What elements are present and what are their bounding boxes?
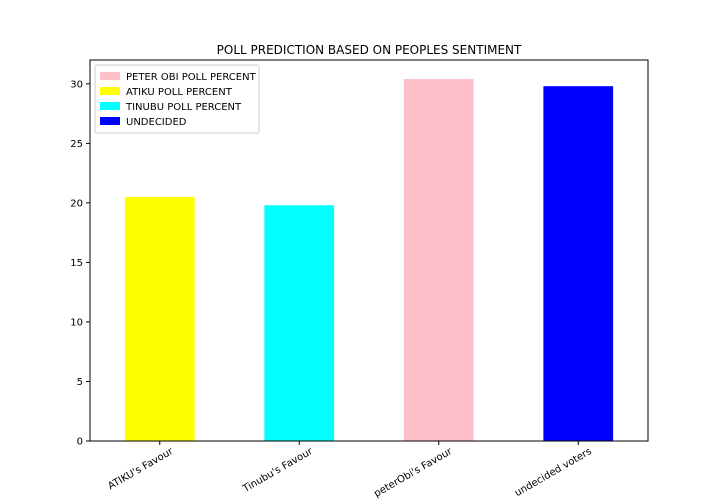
x-tick-label: ATIKU's Favour (106, 446, 176, 493)
legend-label: UNDECIDED (126, 117, 187, 128)
y-tick-label: 0 (77, 437, 83, 448)
legend-box (94, 64, 260, 134)
bar-0 (124, 196, 195, 441)
bar-1 (264, 205, 335, 441)
legend-swatch (100, 102, 120, 110)
bar-2 (403, 79, 474, 442)
x-tick-label: Tinubu's Favour (240, 446, 315, 496)
bars-group (124, 79, 614, 442)
plot-frame (89, 59, 649, 442)
bar-3 (543, 86, 614, 441)
x-tick-label: peterObi's Favour (372, 446, 455, 500)
legend-swatch (100, 87, 120, 95)
legend-label: TINUBU POLL PERCENT (125, 102, 242, 113)
y-tick-label: 30 (70, 79, 83, 90)
x-axis: ATIKU's Favour Tinubu's Favour peterObi's … (106, 441, 594, 500)
legend-label: ATIKU POLL PERCENT (126, 87, 233, 98)
y-tick-label: 20 (70, 198, 83, 209)
y-tick-label: 15 (70, 258, 83, 269)
legend: PETER OBI POLL PERCENT ATIKU POLL PERCENT… (94, 64, 260, 134)
y-tick-label: 25 (70, 139, 83, 150)
y-axis: 0 5 10 15 20 25 30 (70, 79, 90, 448)
legend-swatch (100, 72, 120, 80)
chart-title: POLL PREDICTION BASED ON PEOPLES SENTIME… (217, 43, 522, 57)
y-tick-label: 10 (70, 317, 83, 328)
x-tick-label: undecided voters (513, 446, 594, 499)
legend-label: PETER OBI POLL PERCENT (126, 72, 257, 83)
legend-swatch (100, 117, 120, 125)
y-tick-label: 5 (77, 377, 83, 388)
